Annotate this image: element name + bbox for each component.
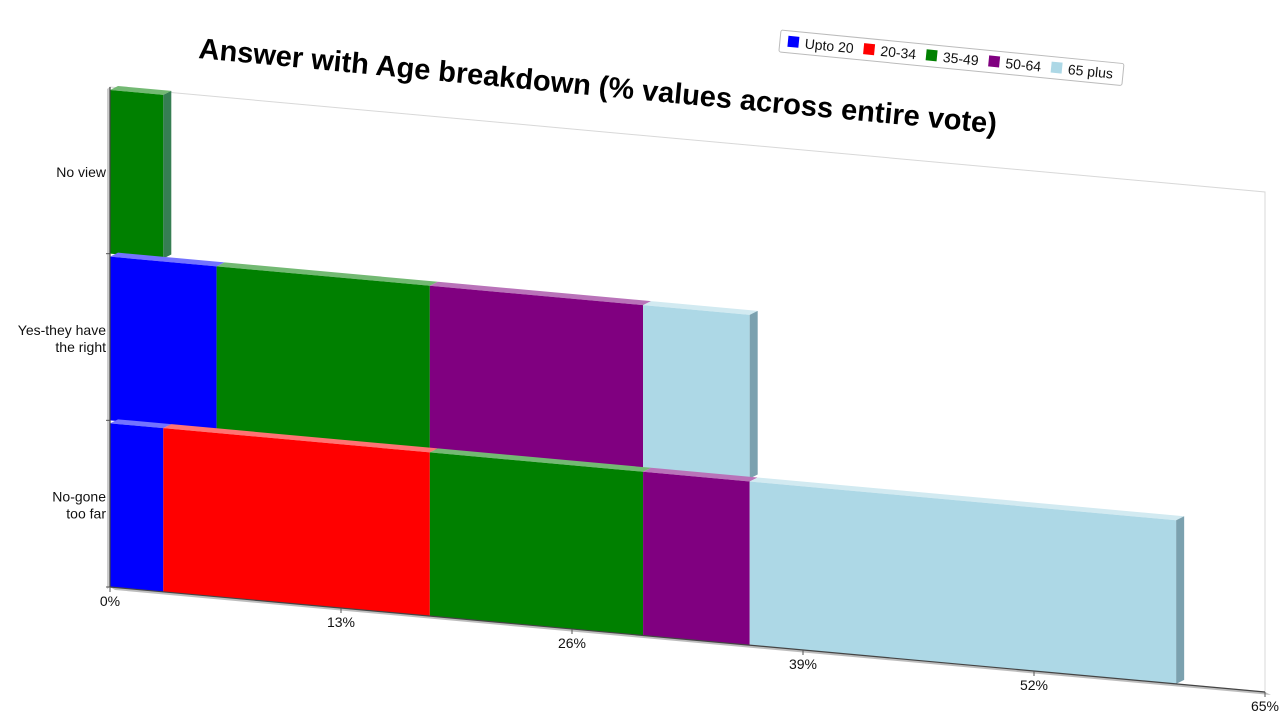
x-tick-label: 65%: [1251, 698, 1279, 714]
bar-top-face: [429, 448, 652, 472]
legend-label: 20-34: [880, 43, 917, 62]
bar-front-face: [110, 90, 164, 259]
bar-segment: [110, 86, 172, 259]
bar-segment: [643, 467, 758, 646]
bar-top-face: [643, 467, 758, 482]
category-label: Yes-they have the right: [18, 322, 106, 355]
bar-side-face: [749, 310, 758, 479]
bar-segment: [110, 252, 225, 431]
legend-swatch: [863, 43, 876, 56]
x-tick-label: 13%: [327, 614, 355, 630]
legend-label: 35-49: [942, 49, 979, 68]
bar-top-face: [110, 419, 172, 429]
bar-front-face: [163, 428, 430, 617]
x-tick-label: 39%: [789, 656, 817, 672]
bar-segment: [643, 301, 758, 479]
legend-label: 50-64: [1005, 55, 1042, 74]
bar-segment: [749, 477, 1185, 684]
legend: Upto 20 20-34 35-49 50-64 65 plus: [778, 29, 1125, 86]
bar-top-face: [216, 262, 438, 286]
bar-top-face: [163, 424, 438, 453]
bar-top-face: [429, 281, 652, 306]
plot-floor: [110, 587, 1271, 695]
category-label: No view: [56, 164, 107, 180]
bar-top-face: [643, 301, 758, 315]
category-label-line: the right: [55, 339, 106, 355]
bar-segment: [429, 281, 652, 469]
bar-front-face: [643, 305, 750, 479]
category-label-line: too far: [66, 506, 106, 522]
bar-segment: [216, 262, 438, 450]
bar-segment: [110, 419, 172, 592]
legend-label: 65 plus: [1067, 61, 1114, 81]
bar-front-face: [110, 256, 217, 431]
x-tick-label: 26%: [558, 635, 586, 651]
bar-front-face: [643, 471, 750, 646]
bar-front-face: [429, 452, 644, 636]
x-tick-label: 52%: [1020, 677, 1048, 693]
axes: No view Yes-they have the right No-gone too …: [18, 87, 1279, 714]
x-axis-line: [109, 586, 1266, 693]
category-label: No-gone too far: [52, 489, 106, 522]
legend-label: Upto 20: [804, 35, 855, 56]
bar-top-face: [749, 477, 1185, 521]
bar-top-face: [110, 86, 172, 95]
legend-swatch: [1050, 61, 1063, 74]
plot-left-wall: [107, 87, 110, 589]
bar-front-face: [110, 423, 164, 592]
category-label-line: No-gone: [52, 489, 106, 505]
legend-swatch: [787, 35, 800, 48]
x-tick-label: 0%: [100, 593, 120, 609]
category-label-line: Yes-they have: [18, 322, 106, 338]
legend-box: Upto 20 20-34 35-49 50-64 65 plus: [778, 29, 1125, 86]
bar-front-face: [749, 481, 1177, 684]
bar-side-face: [1176, 516, 1185, 684]
category-label-line: No view: [56, 164, 107, 180]
legend-swatch: [925, 49, 938, 62]
legend-swatch: [988, 55, 1001, 68]
bar-side-face: [163, 90, 172, 259]
bar-segment: [163, 424, 438, 617]
bar-top-face: [110, 252, 225, 267]
bars: [110, 86, 1185, 684]
bar-front-face: [429, 285, 644, 469]
bar-front-face: [216, 266, 430, 450]
bar-segment: [429, 448, 652, 636]
